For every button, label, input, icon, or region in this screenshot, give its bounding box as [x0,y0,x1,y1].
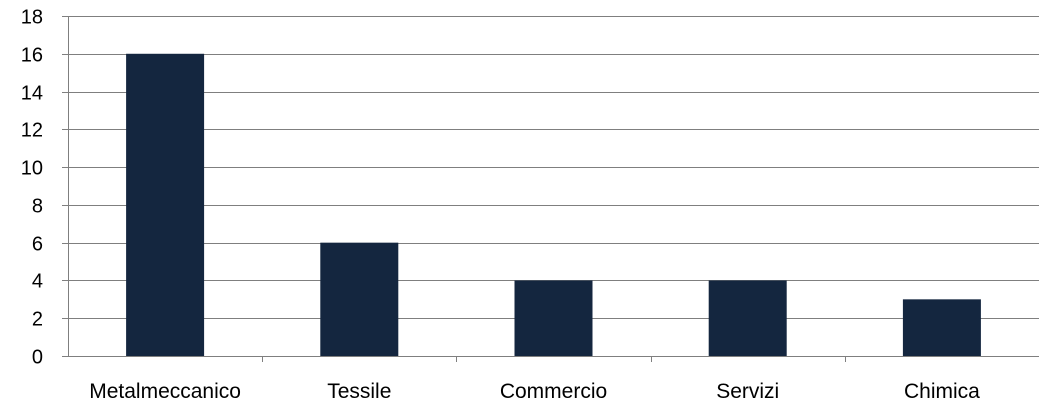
x-tick-label: Metalmeccanico [89,380,241,403]
bar-servizi [708,280,787,356]
bar-commercio [514,280,593,356]
bar-tessile [320,242,399,356]
y-tick-label: 16 [21,45,43,67]
y-tick-label: 12 [21,120,43,142]
x-tick-label: Chimica [904,380,980,403]
y-tick-label: 18 [21,7,43,29]
gridlines [68,16,1039,319]
y-tick-label: 4 [32,271,43,293]
x-tick-label: Servizi [716,380,779,403]
y-tick-label: 10 [21,158,43,180]
bars [126,53,981,357]
bar-chimica [902,299,981,356]
y-tick-label: 6 [32,234,43,256]
y-tick-label: 0 [32,347,43,369]
y-tick-label: 14 [21,83,43,105]
y-tick-label: 8 [32,196,43,218]
x-tick-label: Commercio [500,380,607,403]
y-tick-label: 2 [32,309,43,331]
y-tick-labels: 0 2 4 6 8 10 12 14 16 18 [21,7,43,369]
bar-metalmeccanico [126,53,205,357]
x-tick-label: Tessile [327,380,391,403]
x-tick-labels: Metalmeccanico Tessile Commercio Servizi Chi… [89,380,980,403]
axes [62,16,1039,362]
